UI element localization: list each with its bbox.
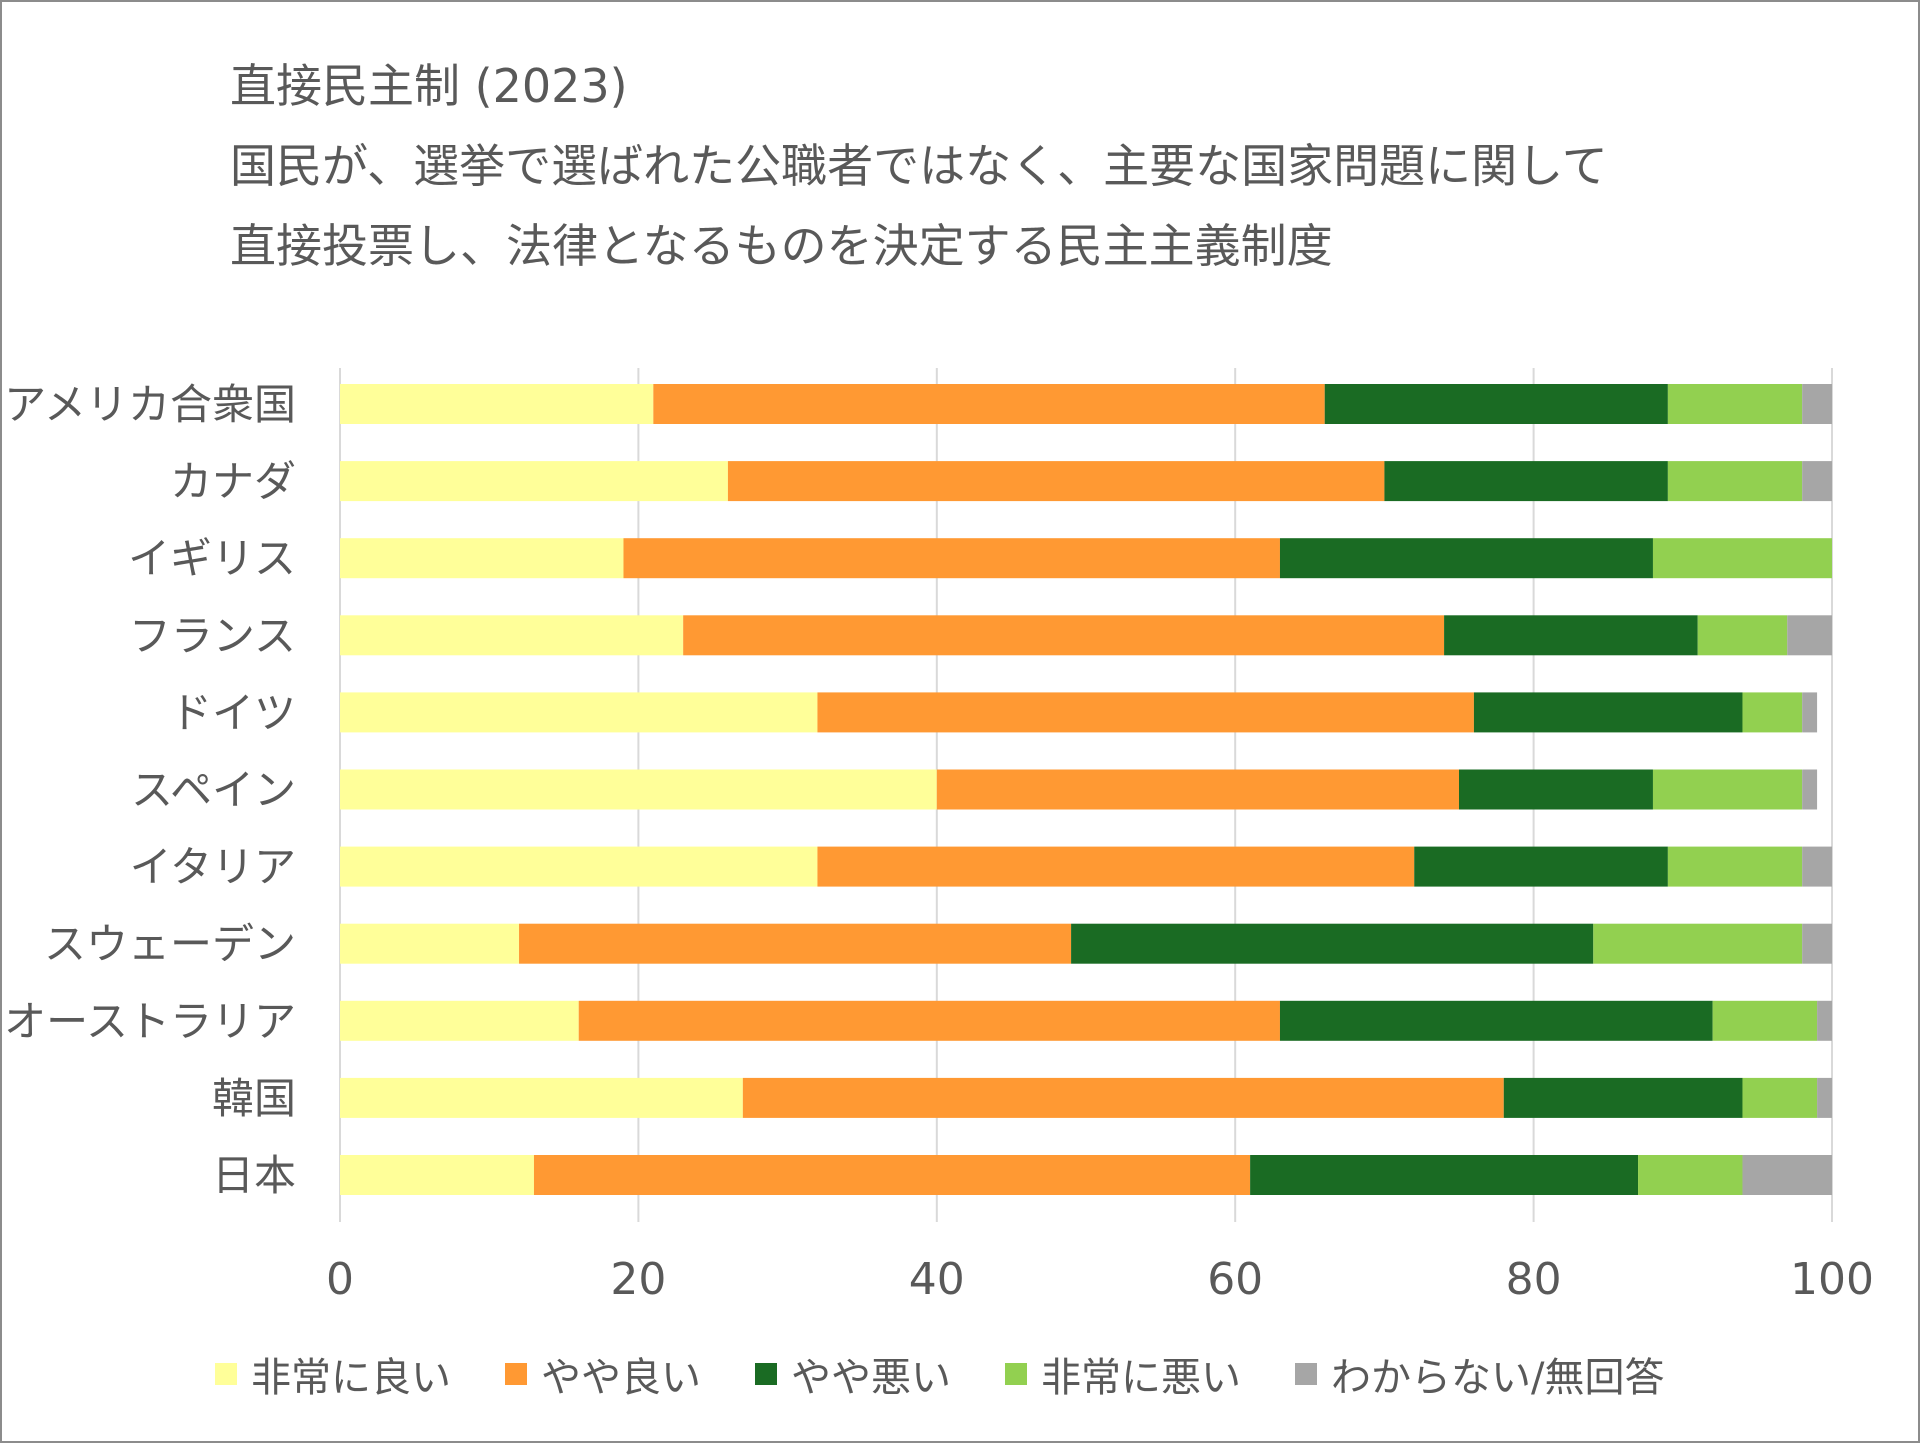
bar-segment bbox=[340, 692, 818, 733]
bar-segment bbox=[1802, 384, 1832, 424]
x-tick-label: 80 bbox=[1506, 1254, 1562, 1305]
bar-segment bbox=[1802, 846, 1832, 887]
category-label: フランス bbox=[129, 611, 296, 660]
bar-segment bbox=[1667, 461, 1803, 502]
bar-segment bbox=[340, 461, 728, 502]
bar-segment bbox=[1667, 846, 1803, 887]
chart-title: 直接民主制 (2023) bbox=[230, 59, 628, 113]
legend-item: わからない/無回答 bbox=[1295, 1345, 1664, 1403]
bar-segment bbox=[1384, 461, 1668, 502]
bar-segment bbox=[1459, 769, 1653, 810]
bar-segment bbox=[683, 615, 1445, 656]
x-tick-label: 100 bbox=[1790, 1254, 1874, 1305]
bar-segment bbox=[623, 538, 1280, 579]
category-label: ドイツ bbox=[170, 688, 296, 737]
bars bbox=[340, 384, 1832, 1195]
legend-label: わからない/無回答 bbox=[1331, 1355, 1665, 1401]
legend-item: やや良い bbox=[505, 1345, 701, 1403]
legend-item: 非常に悪い bbox=[1005, 1345, 1241, 1403]
bar-segment bbox=[340, 1000, 579, 1041]
legend-swatch bbox=[215, 1363, 237, 1385]
bar-segment bbox=[1503, 1077, 1743, 1118]
x-tick-labels: 0 20 40 60 80 100 bbox=[326, 1254, 1874, 1305]
category-label: スウェーデン bbox=[44, 920, 296, 969]
legend-swatch bbox=[755, 1363, 777, 1385]
legend-swatch bbox=[1295, 1363, 1317, 1385]
category-label: イギリス bbox=[128, 534, 296, 583]
bar-segment bbox=[1667, 384, 1803, 424]
x-tick-label: 60 bbox=[1207, 1254, 1263, 1305]
bar-segment bbox=[1742, 1155, 1832, 1195]
bar-segment bbox=[578, 1000, 1280, 1041]
category-label: アメリカ合衆国 bbox=[4, 380, 296, 429]
category-label: 日本 bbox=[212, 1151, 296, 1200]
legend-item: 非常に良い bbox=[215, 1345, 451, 1403]
bar-segment bbox=[340, 384, 654, 424]
bar-segment bbox=[1071, 923, 1594, 964]
bar-segment bbox=[340, 615, 684, 656]
bar-segment bbox=[1279, 538, 1653, 579]
bar-segment bbox=[1652, 769, 1803, 810]
bar-segment bbox=[1250, 1155, 1639, 1195]
x-tick-label: 0 bbox=[326, 1254, 354, 1305]
bar-segment bbox=[340, 846, 818, 887]
category-label: スペイン bbox=[131, 766, 296, 815]
category-labels: アメリカ合衆国カナダイギリスフランスドイツスペインイタリアスウェーデンオーストラ… bbox=[4, 380, 296, 1200]
bar-segment bbox=[1817, 1000, 1832, 1041]
bar-segment bbox=[1593, 923, 1803, 964]
bar-segment bbox=[1712, 1000, 1818, 1041]
bar-segment bbox=[533, 1155, 1251, 1195]
bar-segment bbox=[1742, 1077, 1818, 1118]
bar-segment bbox=[742, 1077, 1504, 1118]
bar-segment bbox=[1802, 923, 1832, 964]
bar-segment bbox=[817, 846, 1415, 887]
legend-label: やや悪い bbox=[791, 1355, 951, 1401]
category-label: 韓国 bbox=[212, 1074, 296, 1123]
bar-segment bbox=[1279, 1000, 1713, 1041]
bar-segment bbox=[1802, 461, 1832, 502]
bar-segment bbox=[1787, 615, 1832, 656]
bar-segment bbox=[1802, 692, 1818, 733]
bar-segment bbox=[727, 461, 1385, 502]
bar-segment bbox=[340, 538, 624, 579]
bar-segment bbox=[519, 923, 1072, 964]
category-label: オーストラリア bbox=[4, 997, 296, 1046]
bar-segment bbox=[1817, 1077, 1832, 1118]
bar-segment bbox=[340, 769, 937, 810]
legend-label: 非常に良い bbox=[251, 1355, 451, 1401]
bar-segment bbox=[1742, 692, 1803, 733]
bar-segment bbox=[936, 769, 1459, 810]
title-block: 直接民主制 (2023) 国民が、選挙で選ばれた公職者ではなく、主要な国家問題に… bbox=[230, 46, 1608, 286]
legend-swatch bbox=[505, 1363, 527, 1385]
chart-subtitle-line-1: 国民が、選挙で選ばれた公職者ではなく、主要な国家問題に関して bbox=[230, 139, 1608, 193]
bar-segment bbox=[1444, 615, 1698, 656]
bar-segment bbox=[340, 923, 520, 964]
category-label: カナダ bbox=[170, 457, 296, 506]
chart-subtitle-line-2: 直接投票し、法律となるものを決定する民主主義制度 bbox=[230, 219, 1333, 273]
bar-segment bbox=[1473, 692, 1743, 733]
legend-item: やや悪い bbox=[755, 1345, 951, 1403]
legend: 非常に良い やや良い やや悪い 非常に悪い わからない/無回答 bbox=[215, 1345, 1718, 1403]
x-tick-label: 20 bbox=[610, 1254, 666, 1305]
bar-segment bbox=[1652, 538, 1832, 579]
bar-segment bbox=[1324, 384, 1668, 424]
bar-segment bbox=[1638, 1155, 1743, 1195]
legend-label: やや良い bbox=[541, 1355, 701, 1401]
x-tick-label: 40 bbox=[909, 1254, 965, 1305]
bar-segment bbox=[340, 1155, 534, 1195]
legend-swatch bbox=[1005, 1363, 1027, 1385]
bar-segment bbox=[653, 384, 1325, 424]
legend-label: 非常に悪い bbox=[1041, 1355, 1241, 1401]
bar-segment bbox=[1414, 846, 1668, 887]
bar-segment bbox=[340, 1077, 743, 1118]
category-label: イタリア bbox=[130, 843, 296, 892]
bar-segment bbox=[1697, 615, 1788, 656]
bar-segment bbox=[817, 692, 1474, 733]
bar-segment bbox=[1802, 769, 1818, 810]
